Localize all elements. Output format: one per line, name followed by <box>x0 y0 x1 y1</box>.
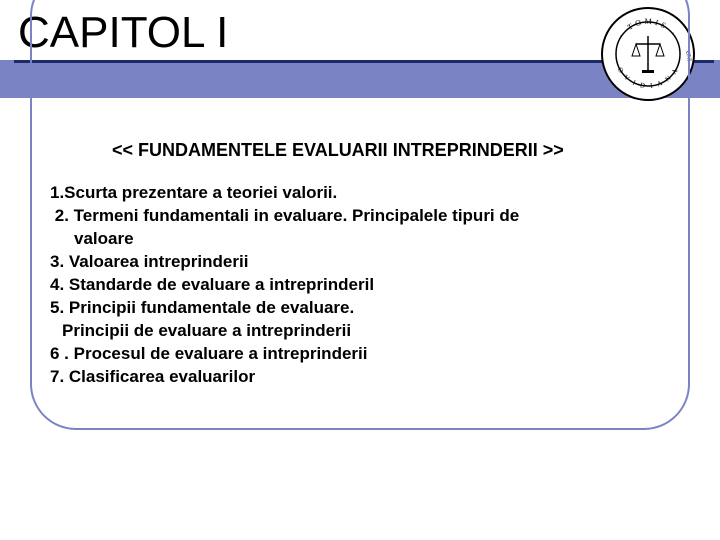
list-item-7: 7. Clasificarea evaluarilor <box>50 366 670 389</box>
university-seal-logo: · TOMIS · · O V I D I A N A · UNI <box>600 6 696 102</box>
content-list: 1.Scurta prezentare a teoriei valorii. 2… <box>50 182 670 388</box>
list-item-5b: Principii de evaluare a intreprinderii <box>50 320 670 343</box>
list-item-4: 4. Standarde de evaluare a intreprinderi… <box>50 274 670 297</box>
list-item-2a: 2. Termeni fundamentali in evaluare. Pri… <box>50 205 670 228</box>
slide-subtitle: << FUNDAMENTELE EVALUARII INTREPRINDERII… <box>112 140 564 161</box>
slide-title: CAPITOL I <box>18 8 228 58</box>
list-item-2b: valoare <box>50 228 670 251</box>
list-item-3: 3. Valoarea intreprinderii <box>50 251 670 274</box>
list-item-5a: 5. Principii fundamentale de evaluare. <box>50 297 670 320</box>
list-item-6: 6 . Procesul de evaluare a intreprinderi… <box>50 343 670 366</box>
list-item-1: 1.Scurta prezentare a teoriei valorii. <box>50 182 670 205</box>
